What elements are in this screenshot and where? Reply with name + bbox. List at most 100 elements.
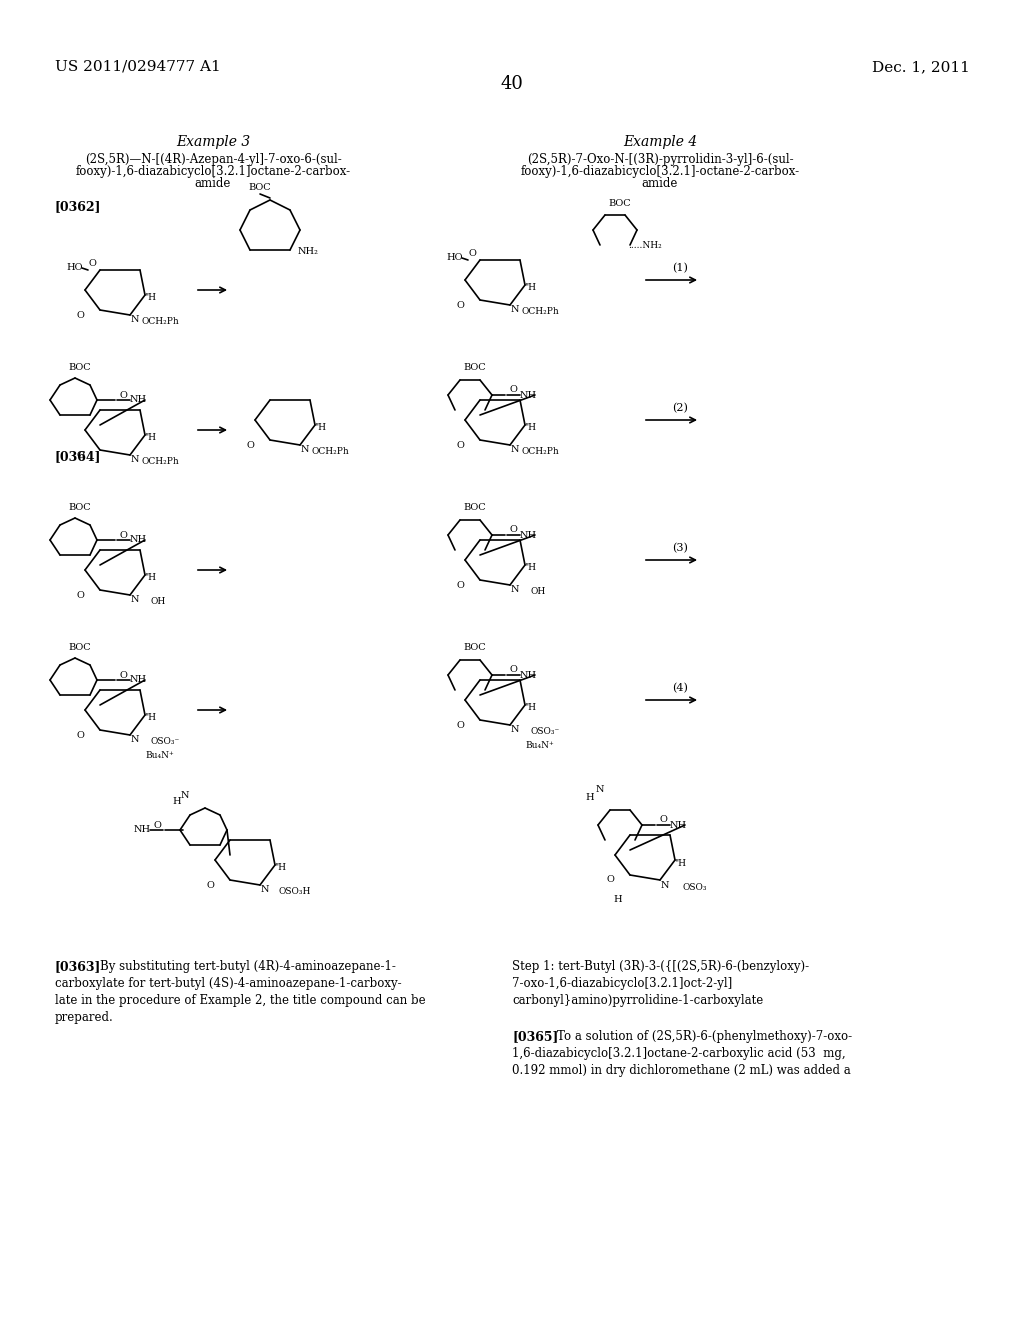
Text: "H: "H bbox=[144, 573, 156, 582]
Text: H: H bbox=[613, 895, 623, 904]
Text: BOC: BOC bbox=[69, 503, 91, 512]
Text: NH: NH bbox=[129, 536, 146, 544]
Text: OH: OH bbox=[530, 587, 546, 597]
Text: NH: NH bbox=[519, 391, 537, 400]
Text: OCH₂Ph: OCH₂Ph bbox=[141, 318, 179, 326]
Text: O: O bbox=[88, 259, 96, 268]
Text: OCH₂Ph: OCH₂Ph bbox=[311, 447, 349, 457]
Text: O: O bbox=[119, 671, 127, 680]
Text: N: N bbox=[181, 791, 189, 800]
Text: N: N bbox=[131, 595, 139, 605]
Text: BOC: BOC bbox=[249, 183, 271, 193]
Text: carboxylate for tert-butyl (4S)-4-aminoazepane-1-carboxy-: carboxylate for tert-butyl (4S)-4-aminoa… bbox=[55, 977, 401, 990]
Text: "H: "H bbox=[314, 424, 326, 433]
Text: BOC: BOC bbox=[69, 644, 91, 652]
Text: "H: "H bbox=[524, 284, 536, 293]
Text: N: N bbox=[131, 455, 139, 465]
Text: Example 3: Example 3 bbox=[176, 135, 250, 149]
Text: O: O bbox=[76, 450, 84, 459]
Text: "H: "H bbox=[524, 424, 536, 433]
Text: BOC: BOC bbox=[69, 363, 91, 372]
Text: N: N bbox=[511, 305, 519, 314]
Text: 40: 40 bbox=[501, 75, 523, 92]
Text: OSO₃⁻: OSO₃⁻ bbox=[151, 738, 179, 747]
Text: OH: OH bbox=[151, 598, 166, 606]
Text: (2): (2) bbox=[672, 403, 688, 413]
Text: O: O bbox=[456, 301, 464, 309]
Text: OSO₃: OSO₃ bbox=[683, 883, 708, 891]
Text: O: O bbox=[76, 590, 84, 599]
Text: O: O bbox=[456, 581, 464, 590]
Text: "H: "H bbox=[674, 858, 686, 867]
Text: Bu₄N⁺: Bu₄N⁺ bbox=[525, 741, 554, 750]
Text: amide: amide bbox=[195, 177, 231, 190]
Text: fooxy)-1,6-diazabicyclo[3.2.1]octane-2-carbox-: fooxy)-1,6-diazabicyclo[3.2.1]octane-2-c… bbox=[76, 165, 350, 178]
Text: N: N bbox=[131, 315, 139, 325]
Text: O: O bbox=[246, 441, 254, 450]
Text: NH₂: NH₂ bbox=[298, 248, 318, 256]
Text: N: N bbox=[660, 880, 670, 890]
Text: N: N bbox=[511, 446, 519, 454]
Text: OCH₂Ph: OCH₂Ph bbox=[141, 458, 179, 466]
Text: HO: HO bbox=[67, 264, 83, 272]
Text: "H: "H bbox=[144, 293, 156, 302]
Text: (4): (4) bbox=[672, 682, 688, 693]
Text: .....NH₂: .....NH₂ bbox=[628, 240, 662, 249]
Text: Example 4: Example 4 bbox=[623, 135, 697, 149]
Text: BOC: BOC bbox=[464, 503, 486, 512]
Text: H: H bbox=[586, 792, 594, 801]
Text: N: N bbox=[511, 586, 519, 594]
Text: O: O bbox=[206, 880, 214, 890]
Text: (1): (1) bbox=[672, 263, 688, 273]
Text: late in the procedure of Example 2, the title compound can be: late in the procedure of Example 2, the … bbox=[55, 994, 426, 1007]
Text: Bu₄N⁺: Bu₄N⁺ bbox=[145, 751, 174, 759]
Text: O: O bbox=[76, 310, 84, 319]
Text: O: O bbox=[456, 441, 464, 450]
Text: O: O bbox=[509, 525, 517, 535]
Text: OCH₂Ph: OCH₂Ph bbox=[521, 447, 559, 457]
Text: [0365]: [0365] bbox=[512, 1030, 558, 1043]
Text: (3): (3) bbox=[672, 543, 688, 553]
Text: O: O bbox=[509, 385, 517, 395]
Text: By substituting tert-butyl (4R)-4-aminoazepane-1-: By substituting tert-butyl (4R)-4-aminoa… bbox=[100, 960, 396, 973]
Text: NH: NH bbox=[129, 676, 146, 685]
Text: amide: amide bbox=[642, 177, 678, 190]
Text: To a solution of (2S,5R)-6-(phenylmethoxy)-7-oxo-: To a solution of (2S,5R)-6-(phenylmethox… bbox=[557, 1030, 852, 1043]
Text: NH: NH bbox=[133, 825, 151, 834]
Text: O: O bbox=[456, 721, 464, 730]
Text: BOC: BOC bbox=[464, 644, 486, 652]
Text: [0363]: [0363] bbox=[55, 960, 101, 973]
Text: OSO₃⁻: OSO₃⁻ bbox=[530, 727, 560, 737]
Text: NH: NH bbox=[519, 671, 537, 680]
Text: O: O bbox=[606, 875, 614, 884]
Text: "H: "H bbox=[144, 714, 156, 722]
Text: H: H bbox=[173, 797, 181, 807]
Text: (2S,5R)-7-Oxo-N-[(3R)-pyrrolidin-3-yl]-6-(sul-: (2S,5R)-7-Oxo-N-[(3R)-pyrrolidin-3-yl]-6… bbox=[526, 153, 794, 166]
Text: N: N bbox=[261, 886, 269, 895]
Text: N: N bbox=[131, 735, 139, 744]
Text: N: N bbox=[511, 726, 519, 734]
Text: prepared.: prepared. bbox=[55, 1011, 114, 1024]
Text: HO: HO bbox=[446, 253, 463, 263]
Text: carbonyl}amino)pyrrolidine-1-carboxylate: carbonyl}amino)pyrrolidine-1-carboxylate bbox=[512, 994, 763, 1007]
Text: NH: NH bbox=[129, 396, 146, 404]
Text: BOC: BOC bbox=[608, 198, 632, 207]
Text: 0.192 mmol) in dry dichloromethane (2 mL) was added a: 0.192 mmol) in dry dichloromethane (2 mL… bbox=[512, 1064, 851, 1077]
Text: N: N bbox=[301, 446, 309, 454]
Text: "H: "H bbox=[524, 564, 536, 573]
Text: O: O bbox=[153, 821, 161, 829]
Text: O: O bbox=[76, 730, 84, 739]
Text: OSO₃H: OSO₃H bbox=[279, 887, 311, 896]
Text: O: O bbox=[119, 391, 127, 400]
Text: Step 1: tert-Butyl (3R)-3-({[(2S,5R)-6-(benzyloxy)-: Step 1: tert-Butyl (3R)-3-({[(2S,5R)-6-(… bbox=[512, 960, 809, 973]
Text: O: O bbox=[468, 248, 476, 257]
Text: fooxy)-1,6-diazabicyclo[3.2.1]-octane-2-carbox-: fooxy)-1,6-diazabicyclo[3.2.1]-octane-2-… bbox=[520, 165, 800, 178]
Text: "H: "H bbox=[144, 433, 156, 442]
Text: US 2011/0294777 A1: US 2011/0294777 A1 bbox=[55, 59, 221, 74]
Text: "H: "H bbox=[524, 704, 536, 713]
Text: O: O bbox=[119, 531, 127, 540]
Text: BOC: BOC bbox=[464, 363, 486, 372]
Text: NH: NH bbox=[670, 821, 686, 829]
Text: O: O bbox=[509, 665, 517, 675]
Text: N: N bbox=[596, 785, 604, 795]
